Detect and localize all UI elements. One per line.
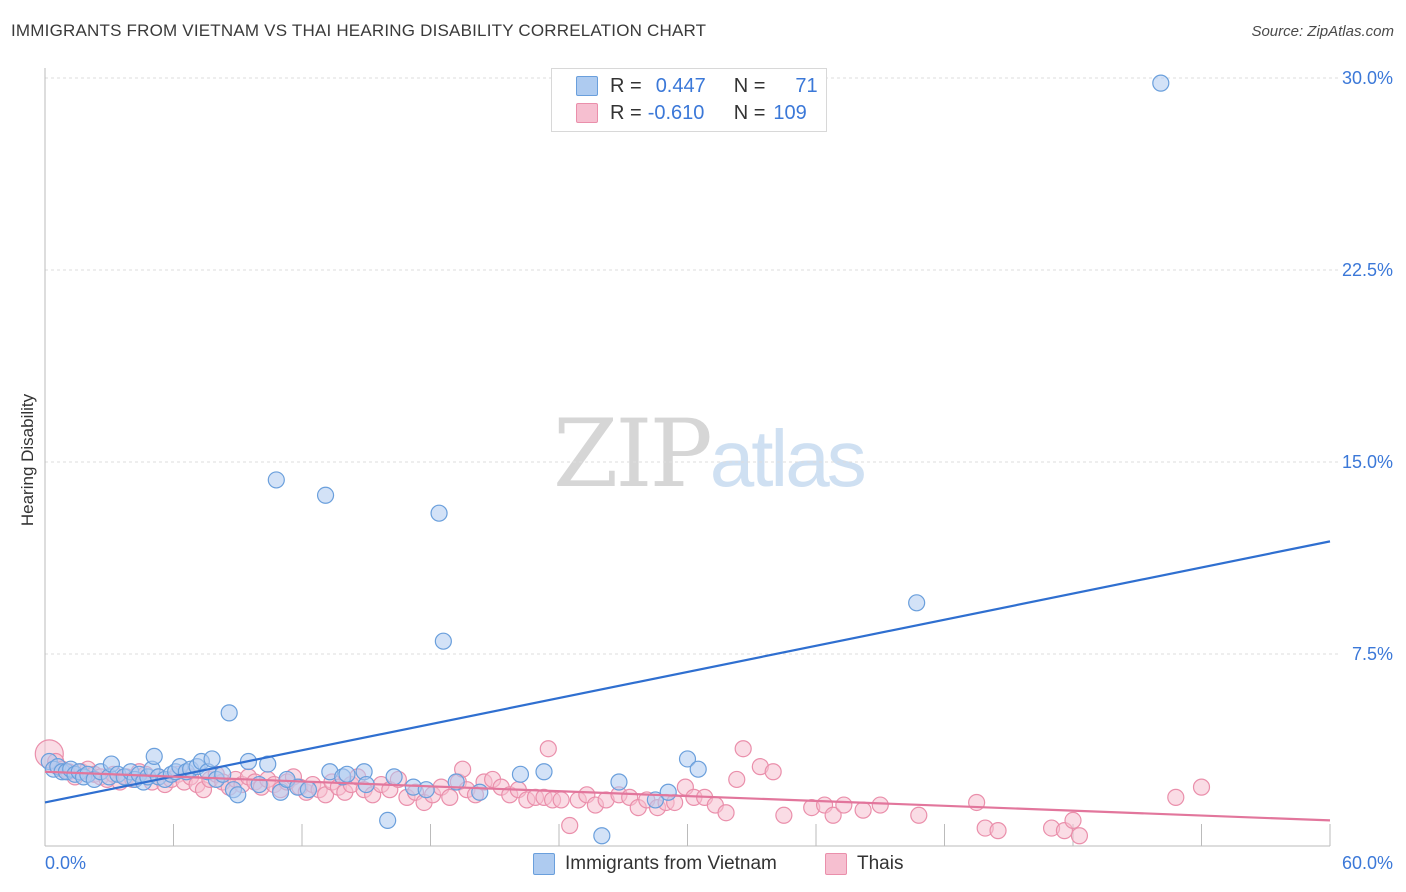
point-vietnam	[434, 632, 452, 650]
point-thais	[1064, 811, 1082, 830]
point-thais	[539, 740, 557, 758]
point-thais	[561, 816, 579, 835]
point-vietnam	[511, 765, 530, 783]
legend-item-vietnam[interactable]: Immigrants from Vietnam	[533, 851, 777, 877]
point-thais	[775, 806, 793, 824]
point-thais	[871, 796, 889, 814]
point-thais	[910, 806, 928, 824]
legend-r-value: 0.447	[655, 74, 706, 97]
legend-swatch-thais	[825, 853, 847, 875]
point-thais	[824, 806, 842, 824]
point-vietnam	[447, 773, 465, 791]
point-thais	[728, 770, 746, 789]
x-tick-label-min: 0.0%	[45, 853, 86, 873]
y-tick-label: 22.5%	[1342, 260, 1393, 280]
point-vietnam	[678, 750, 697, 768]
point-thais	[1192, 778, 1211, 796]
legend-row-vietnam: R = 0.447 N = 71	[576, 74, 818, 98]
point-vietnam	[430, 504, 448, 522]
legend-row-thais: R = -0.610 N = 109	[576, 101, 807, 125]
y-tick-label: 7.5%	[1352, 644, 1393, 664]
trend-line-vietnam	[44, 540, 1331, 804]
y-axis-label: Hearing Disability	[18, 393, 37, 527]
point-vietnam	[610, 773, 628, 791]
point-thais	[835, 796, 853, 814]
watermark: ZIPatlas	[553, 400, 867, 509]
point-vietnam	[338, 765, 356, 783]
trend-line-thais	[44, 770, 1331, 822]
point-vietnam	[908, 594, 926, 612]
legend-label-vietnam: Immigrants from Vietnam	[565, 853, 777, 874]
point-vietnam	[385, 768, 403, 786]
y-tick-label: 30.0%	[1342, 68, 1393, 88]
legend-swatch-thais	[576, 103, 598, 123]
point-thais	[441, 788, 459, 806]
watermark-atlas: atlas	[709, 414, 867, 503]
x-tick-label-max: 60.0%	[1342, 853, 1393, 873]
legend-r-label: R =	[610, 101, 642, 124]
point-vietnam	[214, 765, 232, 783]
point-vietnam	[593, 827, 611, 845]
source-label: Source: ZipAtlas.com	[1251, 23, 1394, 40]
point-vietnam	[417, 781, 435, 799]
y-tick-label: 15.0%	[1342, 452, 1393, 472]
point-thais	[734, 740, 752, 758]
legend-n-value: 71	[795, 74, 818, 97]
watermark-zip: ZIP	[553, 400, 713, 509]
legend-n-label: N =	[733, 101, 766, 124]
point-thais	[1070, 827, 1089, 845]
legend-r-value: -0.610	[647, 101, 705, 124]
point-vietnam	[229, 786, 247, 804]
point-vietnam	[203, 750, 221, 768]
point-vietnam	[220, 704, 238, 722]
point-vietnam	[535, 763, 553, 781]
point-vietnam	[1152, 74, 1170, 92]
point-thais	[764, 763, 782, 781]
correlation-legend: R = 0.447 N = 71 R = -0.610 N = 109	[551, 68, 827, 132]
point-thais	[989, 822, 1007, 840]
legend-swatch-vietnam	[533, 853, 555, 875]
point-vietnam	[145, 747, 163, 766]
point-thais	[1167, 788, 1185, 806]
legend-swatch-vietnam	[576, 76, 598, 96]
legend-r-label: R =	[610, 74, 642, 97]
point-vietnam	[471, 783, 489, 801]
point-vietnam	[267, 471, 285, 489]
legend-n-value: 109	[773, 101, 807, 124]
point-thais	[854, 801, 872, 819]
legend-item-thais[interactable]: Thais	[825, 851, 903, 877]
point-thais	[717, 804, 735, 822]
point-vietnam	[689, 760, 707, 778]
point-thais	[552, 791, 570, 809]
chart-title: IMMIGRANTS FROM VIETNAM VS THAI HEARING …	[11, 21, 707, 40]
point-vietnam	[659, 783, 677, 801]
point-vietnam	[316, 486, 335, 504]
point-vietnam	[299, 781, 318, 799]
legend-n-label: N =	[733, 74, 766, 97]
point-vietnam	[379, 811, 397, 830]
legend-label-thais: Thais	[857, 853, 904, 874]
point-vietnam	[259, 755, 277, 773]
